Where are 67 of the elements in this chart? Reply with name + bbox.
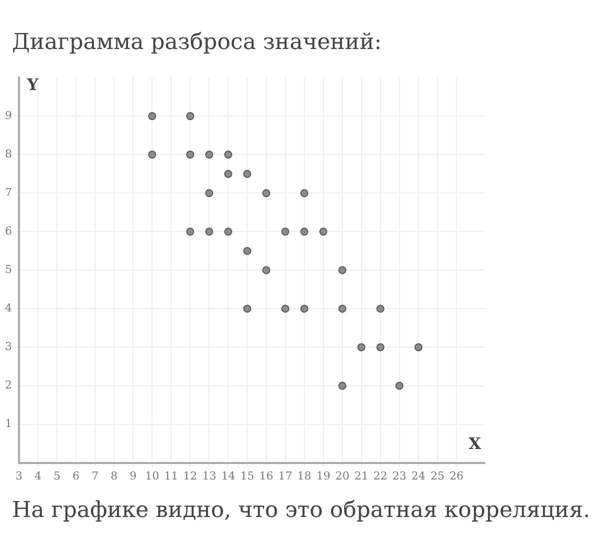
y-tick-label: 6	[5, 224, 12, 238]
point	[338, 382, 346, 390]
x-tick-label: 22	[373, 469, 388, 482]
point	[376, 304, 384, 313]
point	[205, 228, 214, 236]
point	[224, 228, 232, 236]
x-tick-label: 19	[316, 469, 330, 482]
point	[243, 246, 252, 255]
x-tick-label: 26	[449, 469, 464, 482]
point	[300, 304, 308, 313]
x-tick-label: 4	[34, 469, 42, 482]
point	[319, 228, 328, 236]
y-tick-label: 5	[5, 263, 12, 276]
point	[243, 170, 252, 178]
y-tick-label: 7	[5, 186, 12, 200]
point	[414, 343, 422, 352]
x-tick-label: 9	[130, 469, 137, 482]
y-tick-label: 9	[5, 108, 12, 122]
point	[281, 304, 290, 313]
x-tick-label: 24	[411, 469, 426, 482]
y-tick-label: 8	[5, 148, 12, 160]
point	[376, 343, 384, 352]
point	[300, 189, 308, 198]
x-tick-label: 14	[221, 469, 236, 482]
point	[205, 189, 214, 198]
x-tick-label: 3	[16, 469, 22, 482]
point	[205, 150, 214, 159]
y-tick-label: 2	[5, 378, 12, 392]
x-tick-label: 23	[392, 469, 406, 482]
x-tick-label: 10	[145, 469, 160, 482]
x-tick-label: 17	[278, 469, 292, 482]
x-tick-label: 8	[110, 469, 118, 482]
y-tick-label: 4	[5, 302, 12, 315]
x-tick-label: 12	[183, 469, 198, 482]
text: На графике видно, что это обратная корреляция.	[12, 498, 590, 523]
point	[186, 228, 194, 236]
x-tick-label: 21	[354, 469, 368, 482]
point	[224, 170, 232, 178]
point	[262, 189, 270, 198]
point	[186, 150, 194, 159]
point	[148, 150, 156, 159]
point	[148, 112, 156, 120]
point	[395, 382, 404, 390]
point	[281, 228, 290, 236]
point	[300, 228, 308, 236]
point	[262, 266, 270, 274]
point	[338, 266, 346, 274]
x-tick-label: 13	[202, 469, 216, 482]
y-tick-label: 1	[5, 417, 12, 430]
x-tick-label: 6	[72, 469, 80, 482]
point	[186, 112, 194, 120]
y-tick-label: 3	[5, 340, 12, 354]
x-axis-title: X	[468, 434, 482, 453]
point	[357, 343, 366, 352]
y-axis-title: Y	[26, 74, 39, 94]
x-tick-label: 11	[164, 469, 178, 482]
point	[224, 150, 232, 159]
x-tick-label: 25	[430, 469, 444, 482]
x-tick-label: 18	[297, 469, 312, 482]
x-tick-label: 7	[92, 469, 99, 482]
point	[243, 304, 252, 313]
chart-title: Диаграмма разброса значений:	[12, 30, 382, 55]
point	[338, 304, 346, 313]
x-tick-label: 20	[335, 469, 350, 482]
x-tick-label: 5	[54, 469, 61, 482]
x-tick-label: 16	[259, 469, 274, 482]
x-tick-label: 15	[240, 469, 254, 482]
